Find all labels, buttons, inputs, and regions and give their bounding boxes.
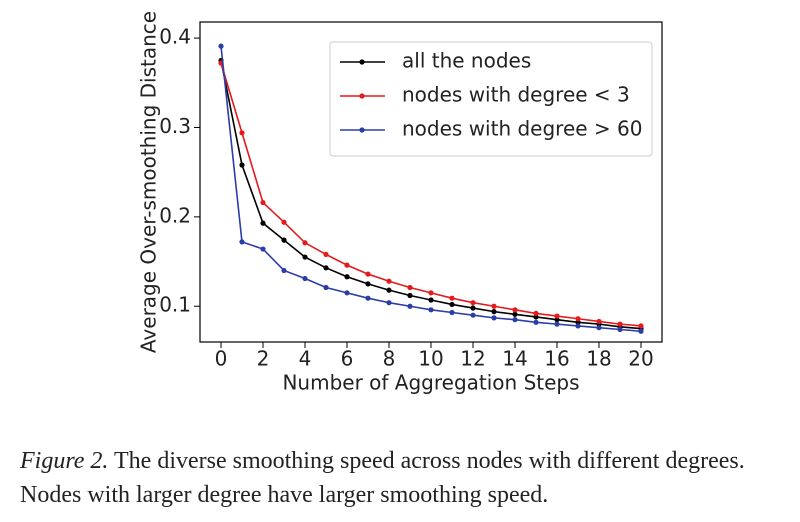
x-tick-label: 6: [341, 347, 354, 371]
caption: Figure 2. The diverse smoothing speed ac…: [20, 444, 795, 512]
data-point: [428, 297, 434, 303]
data-point: [512, 311, 518, 317]
data-point: [407, 292, 413, 299]
data-point: [575, 323, 581, 329]
data-point: [386, 300, 392, 306]
data-point: [491, 315, 497, 321]
data-point: [449, 301, 455, 308]
x-tick-label: 16: [544, 347, 569, 371]
legend-marker: [359, 93, 365, 99]
data-point: [386, 287, 392, 293]
y-tick-label: 0.2: [159, 203, 191, 227]
legend-label: nodes with degree > 60: [402, 117, 643, 141]
y-axis-label: Average Over-smoothing Distance: [137, 11, 161, 353]
x-tick-label: 2: [257, 347, 270, 371]
data-point: [239, 239, 245, 245]
data-point: [260, 246, 266, 252]
data-point: [218, 43, 224, 49]
legend-marker: [359, 127, 365, 133]
data-point: [281, 267, 287, 274]
x-tick-label: 8: [383, 347, 396, 371]
data-point: [491, 303, 497, 309]
data-point: [260, 199, 266, 206]
data-point: [365, 271, 371, 277]
data-point: [470, 312, 476, 318]
x-tick-label: 18: [586, 347, 611, 371]
data-point: [596, 325, 602, 331]
x-tick-label: 10: [418, 347, 443, 371]
data-point: [428, 290, 434, 296]
data-point: [281, 219, 287, 225]
y-tick-label: 0.3: [159, 114, 191, 138]
data-point: [554, 313, 560, 319]
data-point: [302, 254, 308, 260]
data-point: [617, 321, 623, 327]
data-point: [491, 309, 497, 315]
data-point: [281, 237, 287, 243]
data-point: [470, 300, 476, 306]
data-point: [239, 162, 245, 168]
data-point: [302, 275, 308, 282]
x-axis-label: Number of Aggregation Steps: [282, 371, 579, 395]
y-tick-label: 0.4: [159, 25, 191, 49]
data-point: [512, 307, 518, 313]
data-point: [617, 326, 623, 333]
caption-label: Figure 2.: [20, 448, 109, 474]
x-tick-label: 14: [502, 347, 527, 371]
chart: Number of Aggregation Steps Average Over…: [137, 11, 663, 395]
data-point: [344, 274, 350, 280]
y-tick-label: 0.1: [159, 293, 191, 317]
legend-box: [329, 41, 653, 157]
data-point: [365, 295, 371, 301]
caption-text: The diverse smoothing speed across nodes…: [20, 448, 745, 508]
data-point: [575, 319, 581, 325]
data-point: [638, 328, 644, 334]
data-point: [302, 240, 308, 246]
data-point: [407, 303, 413, 309]
data-point: [386, 278, 392, 284]
data-point: [554, 321, 560, 327]
data-point: [365, 281, 371, 287]
data-point: [470, 305, 476, 311]
data-point: [239, 130, 245, 136]
data-point: [449, 295, 455, 301]
data-point: [449, 309, 455, 316]
data-point: [428, 307, 434, 313]
data-point: [512, 317, 518, 323]
data-point: [344, 262, 350, 268]
data-point: [407, 284, 413, 291]
x-tick-label: 20: [628, 347, 653, 371]
legend-label: all the nodes: [402, 49, 531, 73]
legend-label: nodes with degree < 3: [402, 83, 630, 107]
data-point: [344, 290, 350, 296]
data-point: [533, 310, 539, 316]
data-point: [575, 316, 581, 322]
x-tick-label: 12: [460, 347, 485, 371]
data-point: [260, 220, 266, 226]
data-point: [323, 284, 329, 291]
x-tick-label: 4: [299, 347, 312, 371]
data-point: [533, 319, 539, 325]
data-point: [323, 265, 329, 271]
x-tick-label: 0: [215, 347, 228, 371]
data-point: [596, 318, 602, 325]
data-point: [323, 251, 329, 258]
legend-marker: [359, 59, 365, 65]
data-point: [638, 323, 644, 329]
data-point: [533, 314, 539, 320]
data-point: [554, 317, 560, 323]
